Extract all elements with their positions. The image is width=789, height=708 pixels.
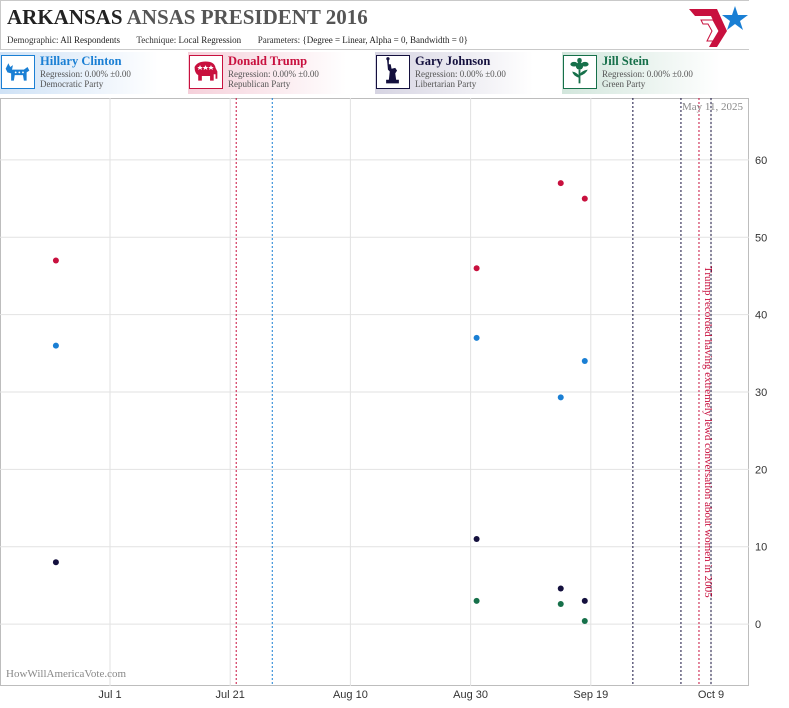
legend-party: Green Party — [602, 79, 646, 89]
legend-regression: Regression: 0.00% ±0.00 — [415, 69, 506, 79]
candidate-legend: Hillary Clinton Regression: 0.00% ±0.00 … — [0, 52, 749, 94]
elephant-icon — [189, 55, 223, 89]
event-annotation: Trump recorded having extremely lewd con… — [702, 266, 714, 598]
y-tick-label: 20 — [755, 464, 767, 476]
legend-regression: Regression: 0.00% ±0.00 — [228, 69, 319, 79]
legend-item-johnson: Gary Johnson Regression: 0.00% ±0.00 Lib… — [375, 52, 561, 94]
data-point — [473, 265, 480, 272]
technique-label: Technique: — [136, 35, 177, 45]
data-point — [557, 585, 564, 592]
data-point — [581, 618, 588, 625]
y-tick-label: 50 — [755, 232, 767, 244]
x-tick-label: Oct 9 — [698, 689, 724, 701]
legend-item-stein: Jill Stein Regression: 0.00% ±0.00 Green… — [562, 52, 748, 94]
chart-area: 0 10 20 30 40 50 60 Jul 1 Jul 21 Aug 10 Aug 30 Sep … — [0, 96, 789, 704]
statue-of-liberty-icon — [376, 55, 410, 89]
parameters-label: Parameters: — [257, 35, 301, 45]
data-point — [52, 257, 59, 264]
legend-item-trump: Donald Trump Regression: 0.00% ±0.00 Rep… — [188, 52, 374, 94]
data-point — [557, 394, 564, 401]
legend-regression: Regression: 0.00% ±0.00 — [602, 69, 693, 79]
scatter-plot: 0 10 20 30 40 50 60 Jul 1 Jul 21 Aug 10 Aug 30 Sep … — [0, 98, 767, 701]
date-label: May 11, 2025 — [682, 101, 744, 113]
demographic-value: All Respondents — [60, 35, 120, 45]
y-tick-label: 40 — [755, 310, 767, 322]
data-point — [581, 597, 588, 604]
x-tick-label: Jul 1 — [98, 689, 121, 701]
legend-name: Gary Johnson — [415, 54, 491, 68]
data-point — [473, 536, 480, 542]
data-point — [581, 358, 588, 365]
data-point — [557, 600, 564, 607]
donkey-icon — [1, 55, 35, 89]
data-point — [473, 334, 480, 341]
chart-title: ARKANSAS ANSAS PRESIDENT 2016 — [7, 5, 368, 30]
demographic-label: Demographic: — [7, 35, 59, 45]
legend-item-clinton: Hillary Clinton Regression: 0.00% ±0.00 … — [0, 52, 186, 94]
legend-party: Libertarian Party — [415, 79, 477, 89]
legend-name: Jill Stein — [602, 54, 649, 68]
legend-party: Democratic Party — [40, 79, 104, 89]
technique-value: Local Regression — [178, 35, 242, 45]
y-tick-label: 30 — [755, 387, 767, 399]
star-logo-icon — [689, 6, 748, 47]
data-point — [52, 342, 59, 349]
legend-regression: Regression: 0.00% ±0.00 — [40, 69, 131, 79]
title-race: ANSAS PRESIDENT 2016 — [126, 5, 368, 29]
legend-party: Republican Party — [228, 79, 291, 89]
y-tick-label: 10 — [755, 542, 767, 554]
x-tick-label: Jul 21 — [216, 689, 245, 701]
data-point — [557, 180, 564, 187]
watermark: HowWillAmericaVote.com — [6, 668, 126, 680]
flower-icon — [563, 55, 597, 89]
parameters-line: Demographic: All Respondents Technique: … — [7, 35, 468, 45]
title-state: ARKANSAS — [7, 5, 123, 29]
x-tick-label: Aug 10 — [333, 689, 368, 701]
legend-name: Donald Trump — [228, 54, 308, 68]
y-tick-label: 0 — [755, 619, 761, 631]
data-point — [581, 195, 588, 202]
data-point — [52, 559, 59, 566]
y-tick-label: 60 — [755, 155, 767, 167]
chart-header: ARKANSAS ANSAS PRESIDENT 2016 Demographi… — [0, 0, 749, 50]
data-point — [473, 597, 480, 604]
legend-name: Hillary Clinton — [40, 54, 122, 68]
parameters-value: {Degree = Linear, Alpha = 0, Bandwidth =… — [302, 35, 468, 45]
x-tick-label: Sep 19 — [573, 689, 608, 701]
x-tick-label: Aug 30 — [453, 689, 488, 701]
